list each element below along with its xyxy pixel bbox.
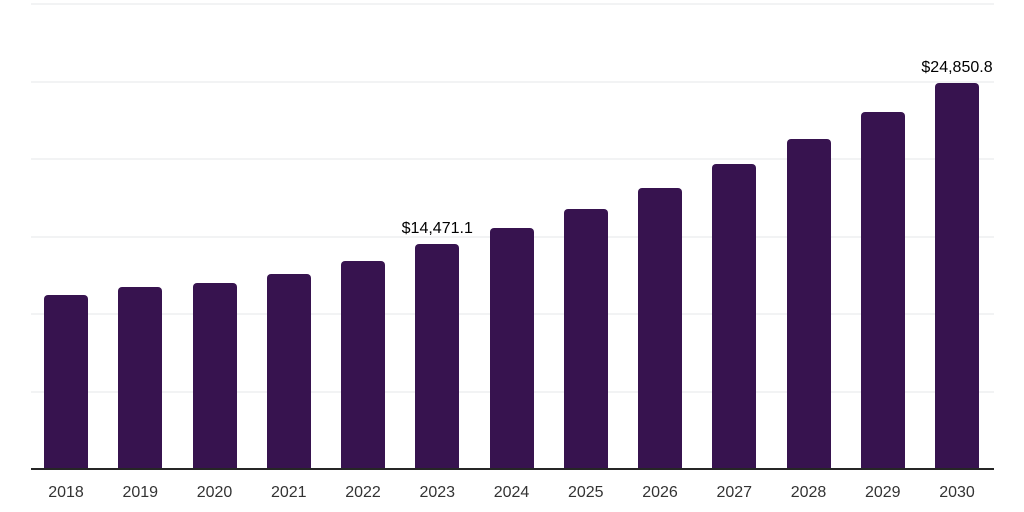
- bar-2021: [266, 273, 311, 468]
- x-tick-2020: 2020: [196, 484, 233, 501]
- bar-2026: [638, 188, 682, 468]
- bar-2023: [415, 243, 460, 468]
- x-tick-2030: 2030: [939, 484, 975, 501]
- bar-2028: [786, 138, 831, 468]
- bar-2020: [192, 282, 237, 468]
- x-tick-2019: 2019: [122, 484, 159, 501]
- x-tick-2023: 2023: [419, 484, 456, 501]
- x-tick-2024: 2024: [493, 484, 530, 501]
- x-tick-2029: 2029: [864, 484, 901, 501]
- x-tick-2025: 2025: [567, 484, 604, 501]
- bar-2025: [563, 209, 608, 468]
- x-tick-2018: 2018: [48, 484, 84, 501]
- bar-2022: [341, 260, 385, 468]
- bar-2030: [935, 82, 979, 468]
- gridline-20000: [31, 158, 994, 160]
- x-tick-2026: 2026: [642, 484, 678, 501]
- x-tick-2021: 2021: [270, 484, 307, 501]
- data-label-2023: $14,471.1: [401, 219, 473, 237]
- gridline-30000: [31, 3, 994, 5]
- x-tick-2028: 2028: [790, 484, 827, 501]
- bar-2027: [712, 164, 757, 468]
- bar-2029: [860, 111, 905, 468]
- x-axis-line: [31, 468, 994, 470]
- gridline-25000: [31, 80, 994, 83]
- bar-2019: [118, 287, 163, 468]
- x-tick-2022: 2022: [345, 484, 381, 501]
- bar-2018: [44, 295, 88, 468]
- x-tick-2027: 2027: [716, 484, 753, 501]
- data-label-2030: $24,850.8: [921, 58, 993, 76]
- plot-area: $14,471.1 $24,850.8: [31, 3, 994, 468]
- bar-2024: [489, 228, 534, 468]
